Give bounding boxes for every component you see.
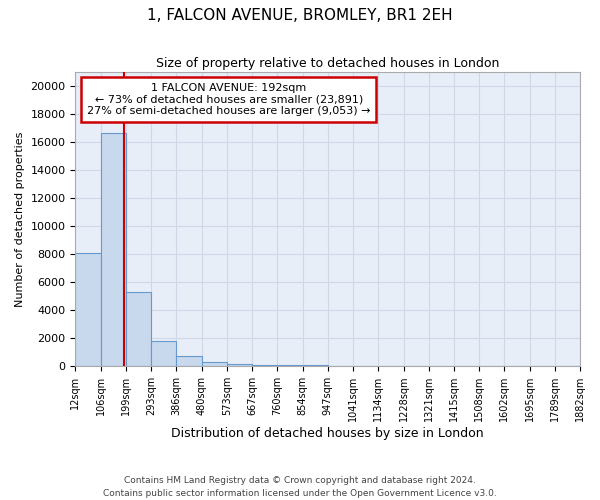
Bar [176, 356, 202, 366]
Title: Size of property relative to detached houses in London: Size of property relative to detached ho… [156, 58, 499, 70]
Bar [76, 252, 101, 366]
Bar [302, 365, 328, 366]
Y-axis label: Number of detached properties: Number of detached properties [15, 132, 25, 306]
Bar [252, 365, 277, 366]
Bar [101, 134, 126, 366]
Text: 1, FALCON AVENUE, BROMLEY, BR1 2EH: 1, FALCON AVENUE, BROMLEY, BR1 2EH [147, 8, 453, 22]
Bar [227, 364, 252, 366]
X-axis label: Distribution of detached houses by size in London: Distribution of detached houses by size … [172, 427, 484, 440]
Bar [126, 292, 151, 366]
Text: 1 FALCON AVENUE: 192sqm
← 73% of detached houses are smaller (23,891)
27% of sem: 1 FALCON AVENUE: 192sqm ← 73% of detache… [87, 83, 370, 116]
Bar [277, 365, 302, 366]
Bar [151, 341, 176, 366]
Bar [202, 362, 227, 366]
Text: Contains HM Land Registry data © Crown copyright and database right 2024.
Contai: Contains HM Land Registry data © Crown c… [103, 476, 497, 498]
